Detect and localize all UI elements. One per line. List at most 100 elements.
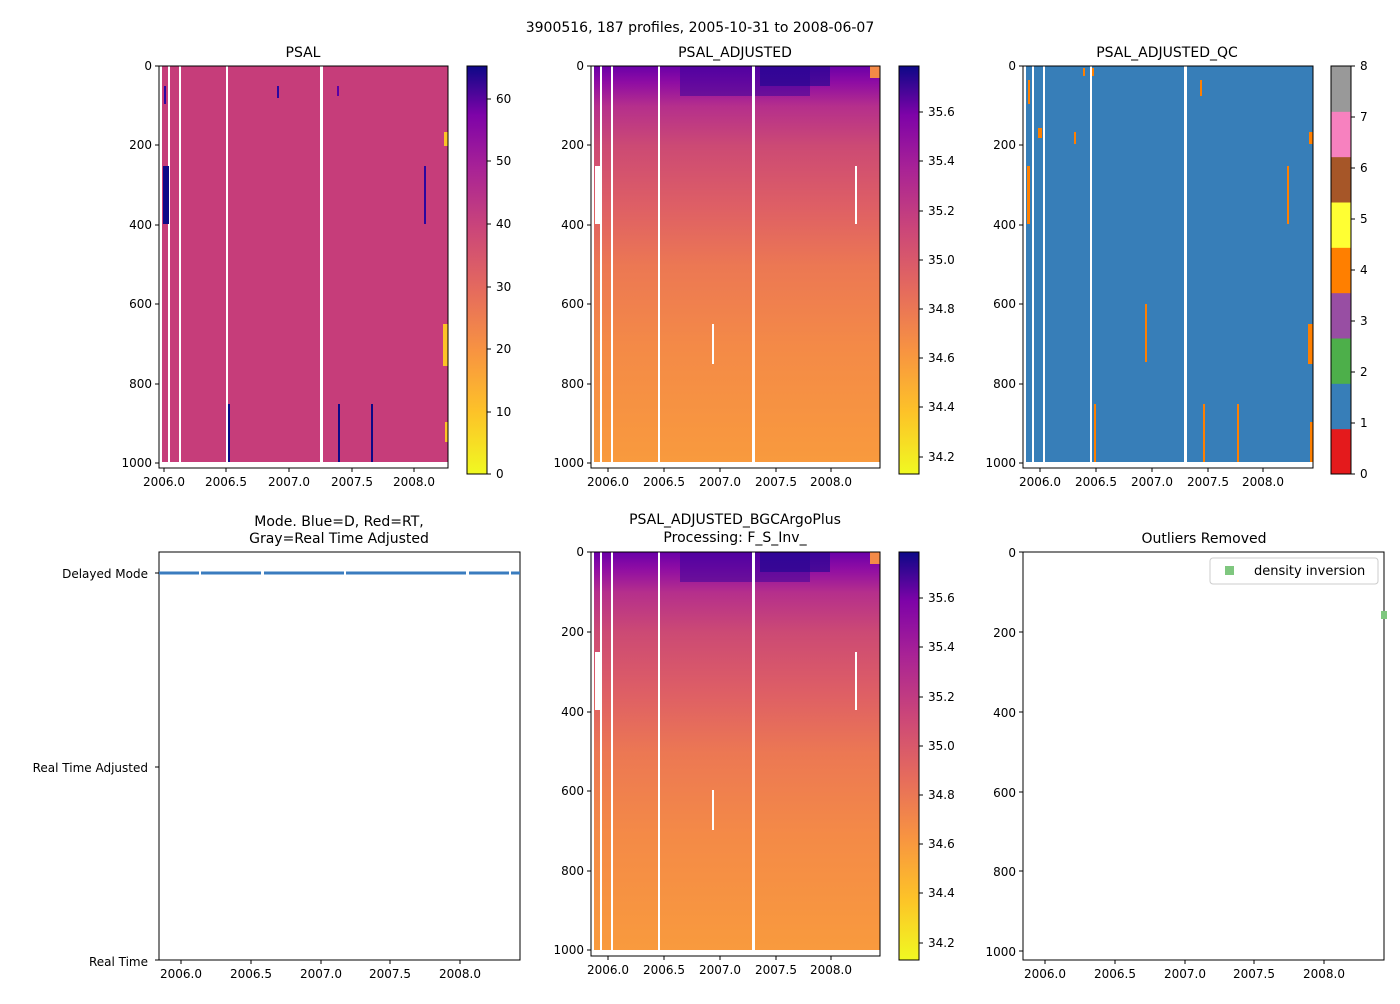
qc-colorbar: 0 1 2 3 4 5 6 7 8	[1330, 59, 1368, 481]
psal-bgc-colorbar-gradient	[898, 551, 920, 961]
qc-colorbar-band	[1331, 338, 1351, 384]
panel-psal-adjusted: PSAL_ADJUSTED 2006.0 2006.5 2007.0 2007.…	[553, 45, 954, 489]
psal-y-tick-label: 600	[129, 297, 152, 311]
panel-psal-bgc-title-line1: PSAL_ADJUSTED_BGCArgoPlus	[629, 512, 841, 528]
psal-adjusted-x-tick-label: 2007.0	[699, 475, 741, 489]
qc-colorbar-band	[1331, 292, 1351, 339]
psal-bgc-heatmap-field	[591, 552, 880, 956]
panel-psal-adjusted-title: PSAL_ADJUSTED	[678, 45, 792, 61]
qc-colorbar-band	[1331, 202, 1351, 248]
psal-bgc-x-tick-label: 2006.0	[587, 963, 629, 977]
psal-y-tick-label: 0	[144, 59, 152, 73]
qc-colorbar-tick: 2	[1360, 365, 1368, 379]
qc-y-axis: 0 200 400 600 800 1000	[985, 59, 1023, 470]
qc-y-tick-label: 800	[993, 377, 1016, 391]
psal-colorbar-tick: 30	[496, 280, 511, 294]
psal-bgc-plot-frame	[590, 551, 881, 957]
mode-y-category-label: Real Time Adjusted	[33, 761, 148, 775]
qc-y-tick-label: 200	[993, 138, 1016, 152]
psal-x-tick-label: 2006.0	[143, 475, 185, 489]
qc-colorbar-tick: 4	[1360, 263, 1368, 277]
outliers-y-tick-label: 1000	[985, 945, 1016, 959]
psal-colorbar-tick: 10	[496, 405, 511, 419]
psal-y-tick-label: 1000	[121, 456, 152, 470]
outliers-y-tick-label: 800	[993, 865, 1016, 879]
psal-bgc-x-tick-label: 2007.5	[755, 963, 797, 977]
psal-adjusted-x-tick-label: 2006.0	[587, 475, 629, 489]
mode-plot-frame	[158, 551, 521, 961]
psal-adjusted-bottom-edge	[591, 462, 880, 468]
mode-x-tick-label: 2006.0	[160, 967, 202, 981]
psal-bgc-colorbar-tick: 34.8	[928, 788, 955, 802]
qc-x-axis: 2006.0 2006.5 2007.0 2007.5 2008.0	[1019, 468, 1284, 489]
panel-psal-title: PSAL	[286, 45, 321, 61]
psal-y-tick-label: 400	[129, 218, 152, 232]
psal-bgc-colorbar: 34.2 34.4 34.6 34.8 35.0 35.2 35.4 35.6	[898, 551, 955, 961]
psal-adjusted-colorbar-tick: 35.4	[928, 154, 955, 168]
psal-colorbar-tick: 40	[496, 217, 511, 231]
qc-colorbar-bands	[1331, 66, 1351, 475]
outliers-y-tick-label: 400	[993, 706, 1016, 720]
psal-bgc-x-tick-label: 2006.5	[643, 963, 685, 977]
psal-x-axis: 2006.0 2006.5 2007.0 2007.5 2008.0	[143, 468, 435, 489]
psal-colorbar: 0 10 20 30 40 50 60	[466, 65, 511, 481]
outliers-legend: density inversion	[1209, 557, 1379, 585]
mode-y-category-label: Real Time	[89, 955, 148, 969]
panel-psal-adjusted-qc: PSAL_ADJUSTED_QC 2006.0	[985, 45, 1367, 489]
outliers-x-tick-label: 2007.0	[1164, 967, 1206, 981]
qc-colorbar-tick: 0	[1360, 467, 1368, 481]
qc-colorbar-band	[1331, 111, 1351, 158]
qc-y-tick-label: 400	[993, 218, 1016, 232]
psal-colorbar-tick: 20	[496, 342, 511, 356]
panel-mode-title-line1: Mode. Blue=D, Red=RT,	[254, 514, 423, 530]
outlier-point	[1381, 611, 1387, 619]
psal-adjusted-y-tick-label: 0	[576, 59, 584, 73]
psal-adjusted-colorbar-tick: 34.6	[928, 351, 955, 365]
psal-bgc-colorbar-tick: 34.6	[928, 837, 955, 851]
mode-x-axis: 2006.0 2006.5 2007.0 2007.5 2008.0	[160, 960, 481, 981]
psal-colorbar-tick: 0	[496, 467, 504, 481]
psal-adjusted-heatmap-field	[591, 66, 880, 468]
qc-x-tick-label: 2006.5	[1075, 475, 1117, 489]
qc-colorbar-tick: 5	[1360, 212, 1368, 226]
psal-adjusted-x-tick-label: 2008.0	[810, 475, 852, 489]
psal-colorbar-tick: 60	[496, 92, 511, 106]
psal-heatmap-field	[159, 66, 448, 468]
panel-psal-adjusted-qc-title: PSAL_ADJUSTED_QC	[1096, 45, 1238, 61]
psal-bgc-colorbar-tick: 35.2	[928, 690, 955, 704]
qc-colorbar-band	[1331, 383, 1351, 430]
psal-adjusted-colorbar-tick: 34.8	[928, 302, 955, 316]
mode-x-tick-label: 2008.0	[439, 967, 481, 981]
qc-colorbar-tick: 8	[1360, 59, 1368, 73]
qc-colorbar-tick: 6	[1360, 161, 1368, 175]
psal-heatmap-details	[159, 66, 448, 468]
outliers-x-tick-label: 2007.5	[1233, 967, 1275, 981]
panel-mode-title-line2: Gray=Real Time Adjusted	[249, 531, 429, 547]
psal-adjusted-heatmap-details	[591, 66, 880, 468]
psal-adjusted-colorbar-tick: 35.0	[928, 253, 955, 267]
qc-x-tick-label: 2006.0	[1019, 475, 1061, 489]
outliers-y-axis: 0 200 400 600 800 1000	[985, 546, 1023, 959]
psal-y-axis: 0 200 400 600 800 1000	[121, 59, 159, 470]
psal-bottom-edge	[159, 462, 448, 468]
psal-bgc-y-tick-label: 600	[561, 784, 584, 798]
psal-bgc-y-tick-label: 1000	[553, 943, 584, 957]
qc-colorbar-tick: 7	[1360, 110, 1368, 124]
psal-colorbar-gradient	[466, 65, 488, 475]
psal-bgc-colorbar-tick: 35.6	[928, 591, 955, 605]
qc-x-tick-label: 2008.0	[1242, 475, 1284, 489]
psal-x-tick-label: 2006.5	[205, 475, 247, 489]
mode-y-axis: Delayed Mode Real Time Adjusted Real Tim…	[33, 567, 159, 969]
psal-adjusted-colorbar: 34.2 34.4 34.6 34.8 35.0 35.2 35.4 35.6	[898, 65, 955, 475]
psal-adjusted-x-tick-label: 2006.5	[643, 475, 685, 489]
mode-x-tick-label: 2007.5	[369, 967, 411, 981]
psal-x-tick-label: 2007.0	[268, 475, 310, 489]
figure-suptitle: 3900516, 187 profiles, 2005-10-31 to 200…	[526, 20, 875, 36]
qc-bottom-edge	[1023, 462, 1313, 468]
panel-psal: PSAL 2006.0 2006.5 2007.0 2007.5	[121, 45, 511, 489]
psal-y-tick-label: 200	[129, 138, 152, 152]
psal-bgc-x-tick-label: 2007.0	[699, 963, 741, 977]
panel-psal-bgc-title-line2: Processing: F_S_Inv_	[663, 530, 807, 546]
psal-bgc-colorbar-tick: 35.0	[928, 739, 955, 753]
